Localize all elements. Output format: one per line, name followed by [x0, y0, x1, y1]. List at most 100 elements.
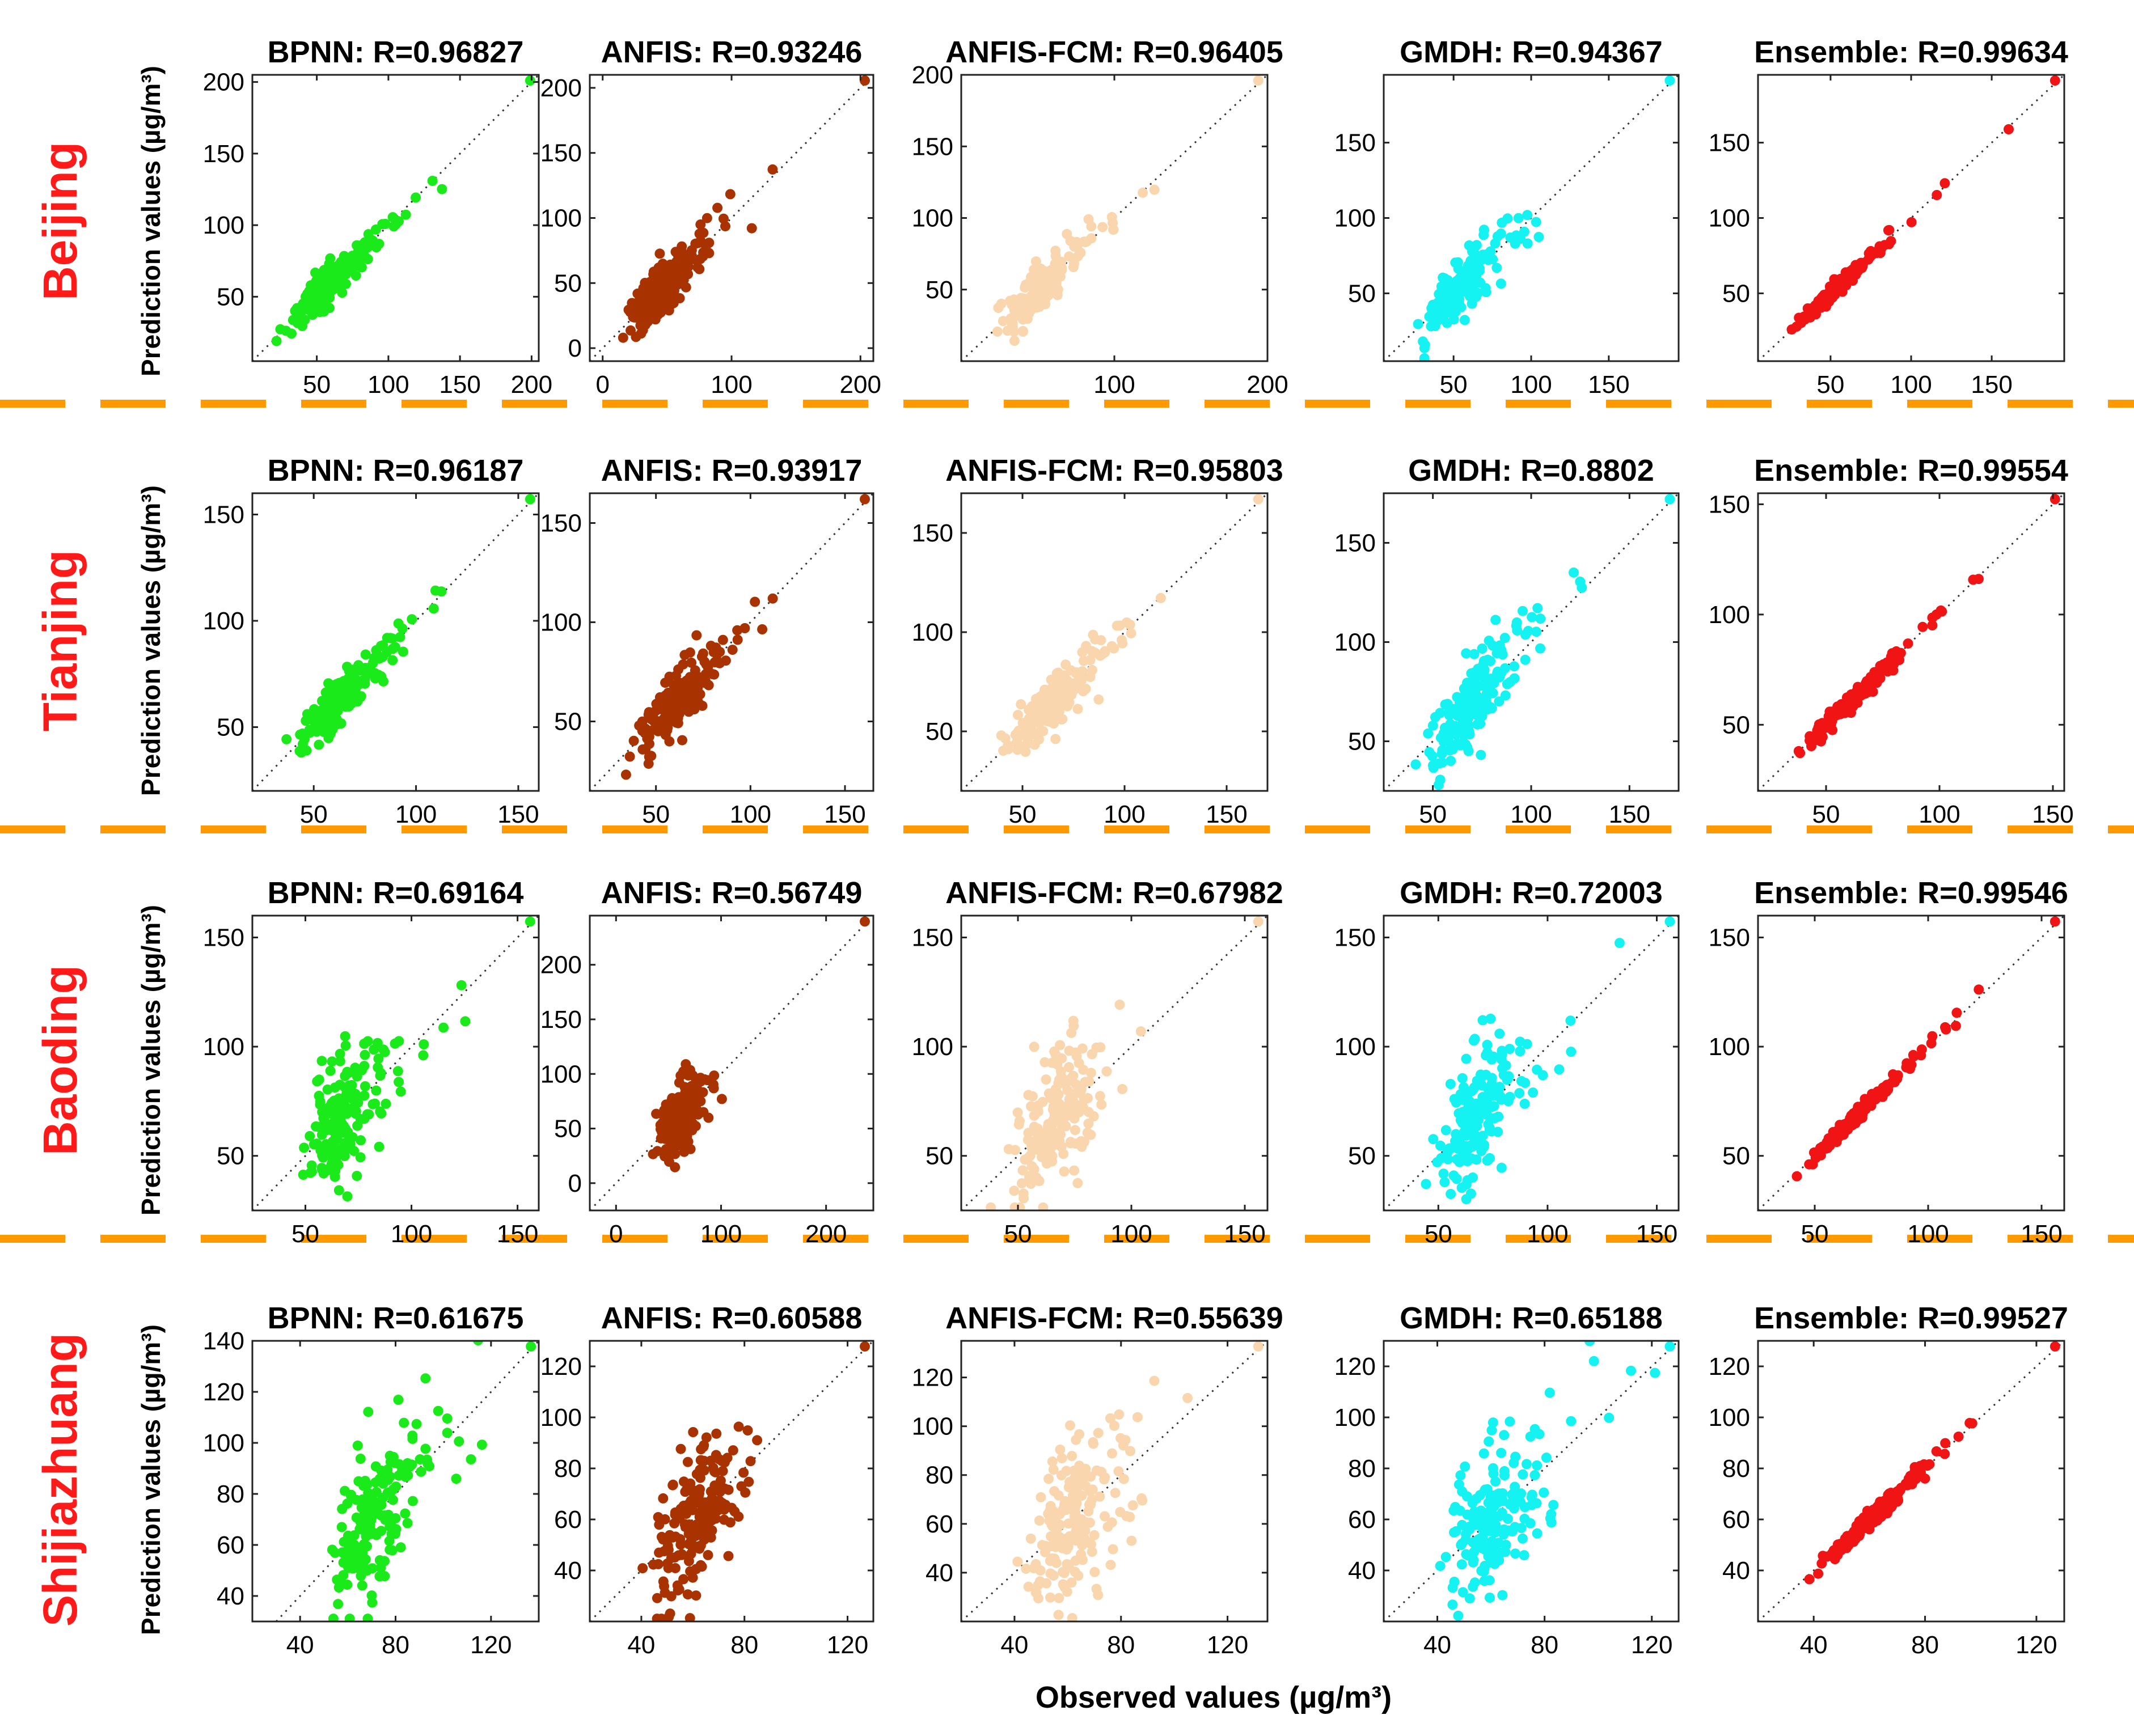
scatter-point — [385, 633, 396, 643]
city-label-tianjing: Tianjing — [33, 550, 87, 731]
x-tick-label: 50 — [1009, 801, 1037, 828]
scatter-point — [732, 634, 743, 645]
scatter-point — [1436, 1153, 1447, 1163]
scatter-point — [746, 223, 757, 234]
scatter-point — [376, 1108, 387, 1119]
x-tick-label: 40 — [1000, 1631, 1028, 1659]
scatter-point — [1050, 251, 1061, 261]
scatter-point — [315, 307, 325, 317]
scatter-point — [1488, 1417, 1498, 1428]
scatter-point — [681, 1485, 691, 1496]
y-tick-label: 60 — [1348, 1506, 1376, 1534]
scatter-point — [1031, 702, 1042, 713]
panel-title: GMDH: R=0.8802 — [1408, 454, 1654, 488]
scatter-point — [424, 1461, 434, 1472]
scatter-point — [1465, 1188, 1476, 1199]
scatter-point — [618, 332, 628, 343]
scatter-point — [1546, 1509, 1557, 1519]
scatter-point — [1096, 1467, 1106, 1477]
panel-title: ANFIS-FCM: R=0.55639 — [945, 1301, 1283, 1335]
scatter-point — [2050, 494, 2060, 505]
scatter-point — [1468, 293, 1478, 303]
x-tick-label: 100 — [1110, 1220, 1152, 1248]
scatter-point — [1079, 1094, 1089, 1105]
y-tick-label: 100 — [1334, 205, 1376, 232]
scatter-point — [288, 315, 298, 325]
scatter-point — [629, 312, 640, 323]
panel-tianjing-anfis: ANFIS: R=0.93917 50 100 150 50 100 150 — [540, 454, 874, 828]
scatter-point — [1088, 629, 1098, 640]
panel-title: BPNN: R=0.96187 — [268, 454, 524, 488]
axes-frame — [1757, 1340, 2065, 1623]
x-tick-label: 100 — [1510, 801, 1552, 828]
scatter-point — [1510, 1548, 1520, 1559]
scatter-point — [1804, 1574, 1815, 1585]
scatter-point — [664, 1134, 675, 1145]
scatter-point — [335, 257, 346, 268]
scatter-point — [1070, 1125, 1080, 1136]
panel-tianjing-bpnn: BPNN: R=0.96187 50 100 150 50 100 150 — [203, 454, 540, 828]
x-tick-label: 150 — [1609, 801, 1650, 828]
scatter-point — [318, 1168, 329, 1179]
scatter-point — [442, 1413, 453, 1424]
scatter-point — [1455, 1470, 1466, 1481]
scatter-point — [717, 634, 728, 645]
scatter-point — [655, 1120, 666, 1130]
axes-frame — [1383, 914, 1680, 1212]
scatter-point — [1917, 621, 1928, 632]
y-tick-label: 200 — [912, 61, 953, 89]
scatter-point — [456, 980, 467, 990]
scatter-point — [860, 916, 870, 927]
scatter-point — [1057, 1120, 1067, 1130]
scatter-point — [1447, 1599, 1458, 1610]
scatter-point — [1029, 739, 1040, 750]
scatter-point — [727, 645, 738, 655]
scatter-point — [1791, 1171, 1802, 1182]
scatter-point — [306, 1160, 317, 1171]
scatter-point — [1126, 628, 1136, 639]
scatter-point — [1070, 1047, 1081, 1058]
scatter-point — [1253, 1341, 1264, 1352]
scatter-point — [1047, 284, 1058, 294]
scatter-point — [1951, 1007, 1962, 1018]
y-axis-label: Prediction values (µg/m³) — [136, 1324, 166, 1635]
scatter-point — [367, 1597, 378, 1608]
y-tick-label: 150 — [203, 501, 244, 529]
scatter-point — [1072, 704, 1083, 714]
scatter-point — [708, 1463, 719, 1473]
x-tick-label: 80 — [1107, 1631, 1135, 1659]
x-tick-label: 50 — [291, 1220, 319, 1248]
scatter-point — [689, 689, 700, 699]
identity-line — [590, 916, 873, 1210]
scatter-point — [1080, 1517, 1091, 1528]
scatter-point — [1488, 254, 1498, 265]
scatter-point — [395, 632, 405, 642]
scatter-point — [1848, 1536, 1858, 1547]
scatter-point — [362, 242, 373, 252]
scatter-point — [1107, 1448, 1117, 1459]
scatter-point — [666, 1552, 677, 1563]
scatter-point — [698, 1442, 709, 1453]
scatter-point — [1490, 238, 1501, 249]
scatter-point — [657, 259, 668, 269]
scatter-point — [1482, 1040, 1493, 1050]
x-axis-label: Observed values (µg/m³) — [1036, 1680, 1392, 1714]
scatter-point — [1838, 1129, 1849, 1140]
scatter-point — [1072, 1483, 1083, 1493]
scatter-point — [1019, 1193, 1029, 1204]
scatter-point — [1807, 1159, 1818, 1170]
panel-shijiazhuang-gmdh: GMDH: R=0.65188 40 80 120 40 60 80 100 120 — [1334, 1301, 1680, 1659]
scatter-point — [1932, 190, 1942, 200]
scatter-point — [1064, 251, 1075, 262]
scatter-point — [1439, 283, 1450, 294]
scatter-point — [1056, 1470, 1067, 1481]
scatter-point — [691, 1519, 702, 1530]
scatter-point — [316, 1056, 327, 1066]
scatter-point — [1484, 1083, 1495, 1094]
x-tick-label: 50 — [1801, 1220, 1829, 1248]
scatter-point — [1012, 1107, 1023, 1118]
scatter-point — [1477, 1092, 1488, 1103]
scatter-point — [1477, 1130, 1488, 1141]
y-tick-label: 50 — [217, 283, 244, 311]
scatter-point — [1505, 1416, 1515, 1427]
